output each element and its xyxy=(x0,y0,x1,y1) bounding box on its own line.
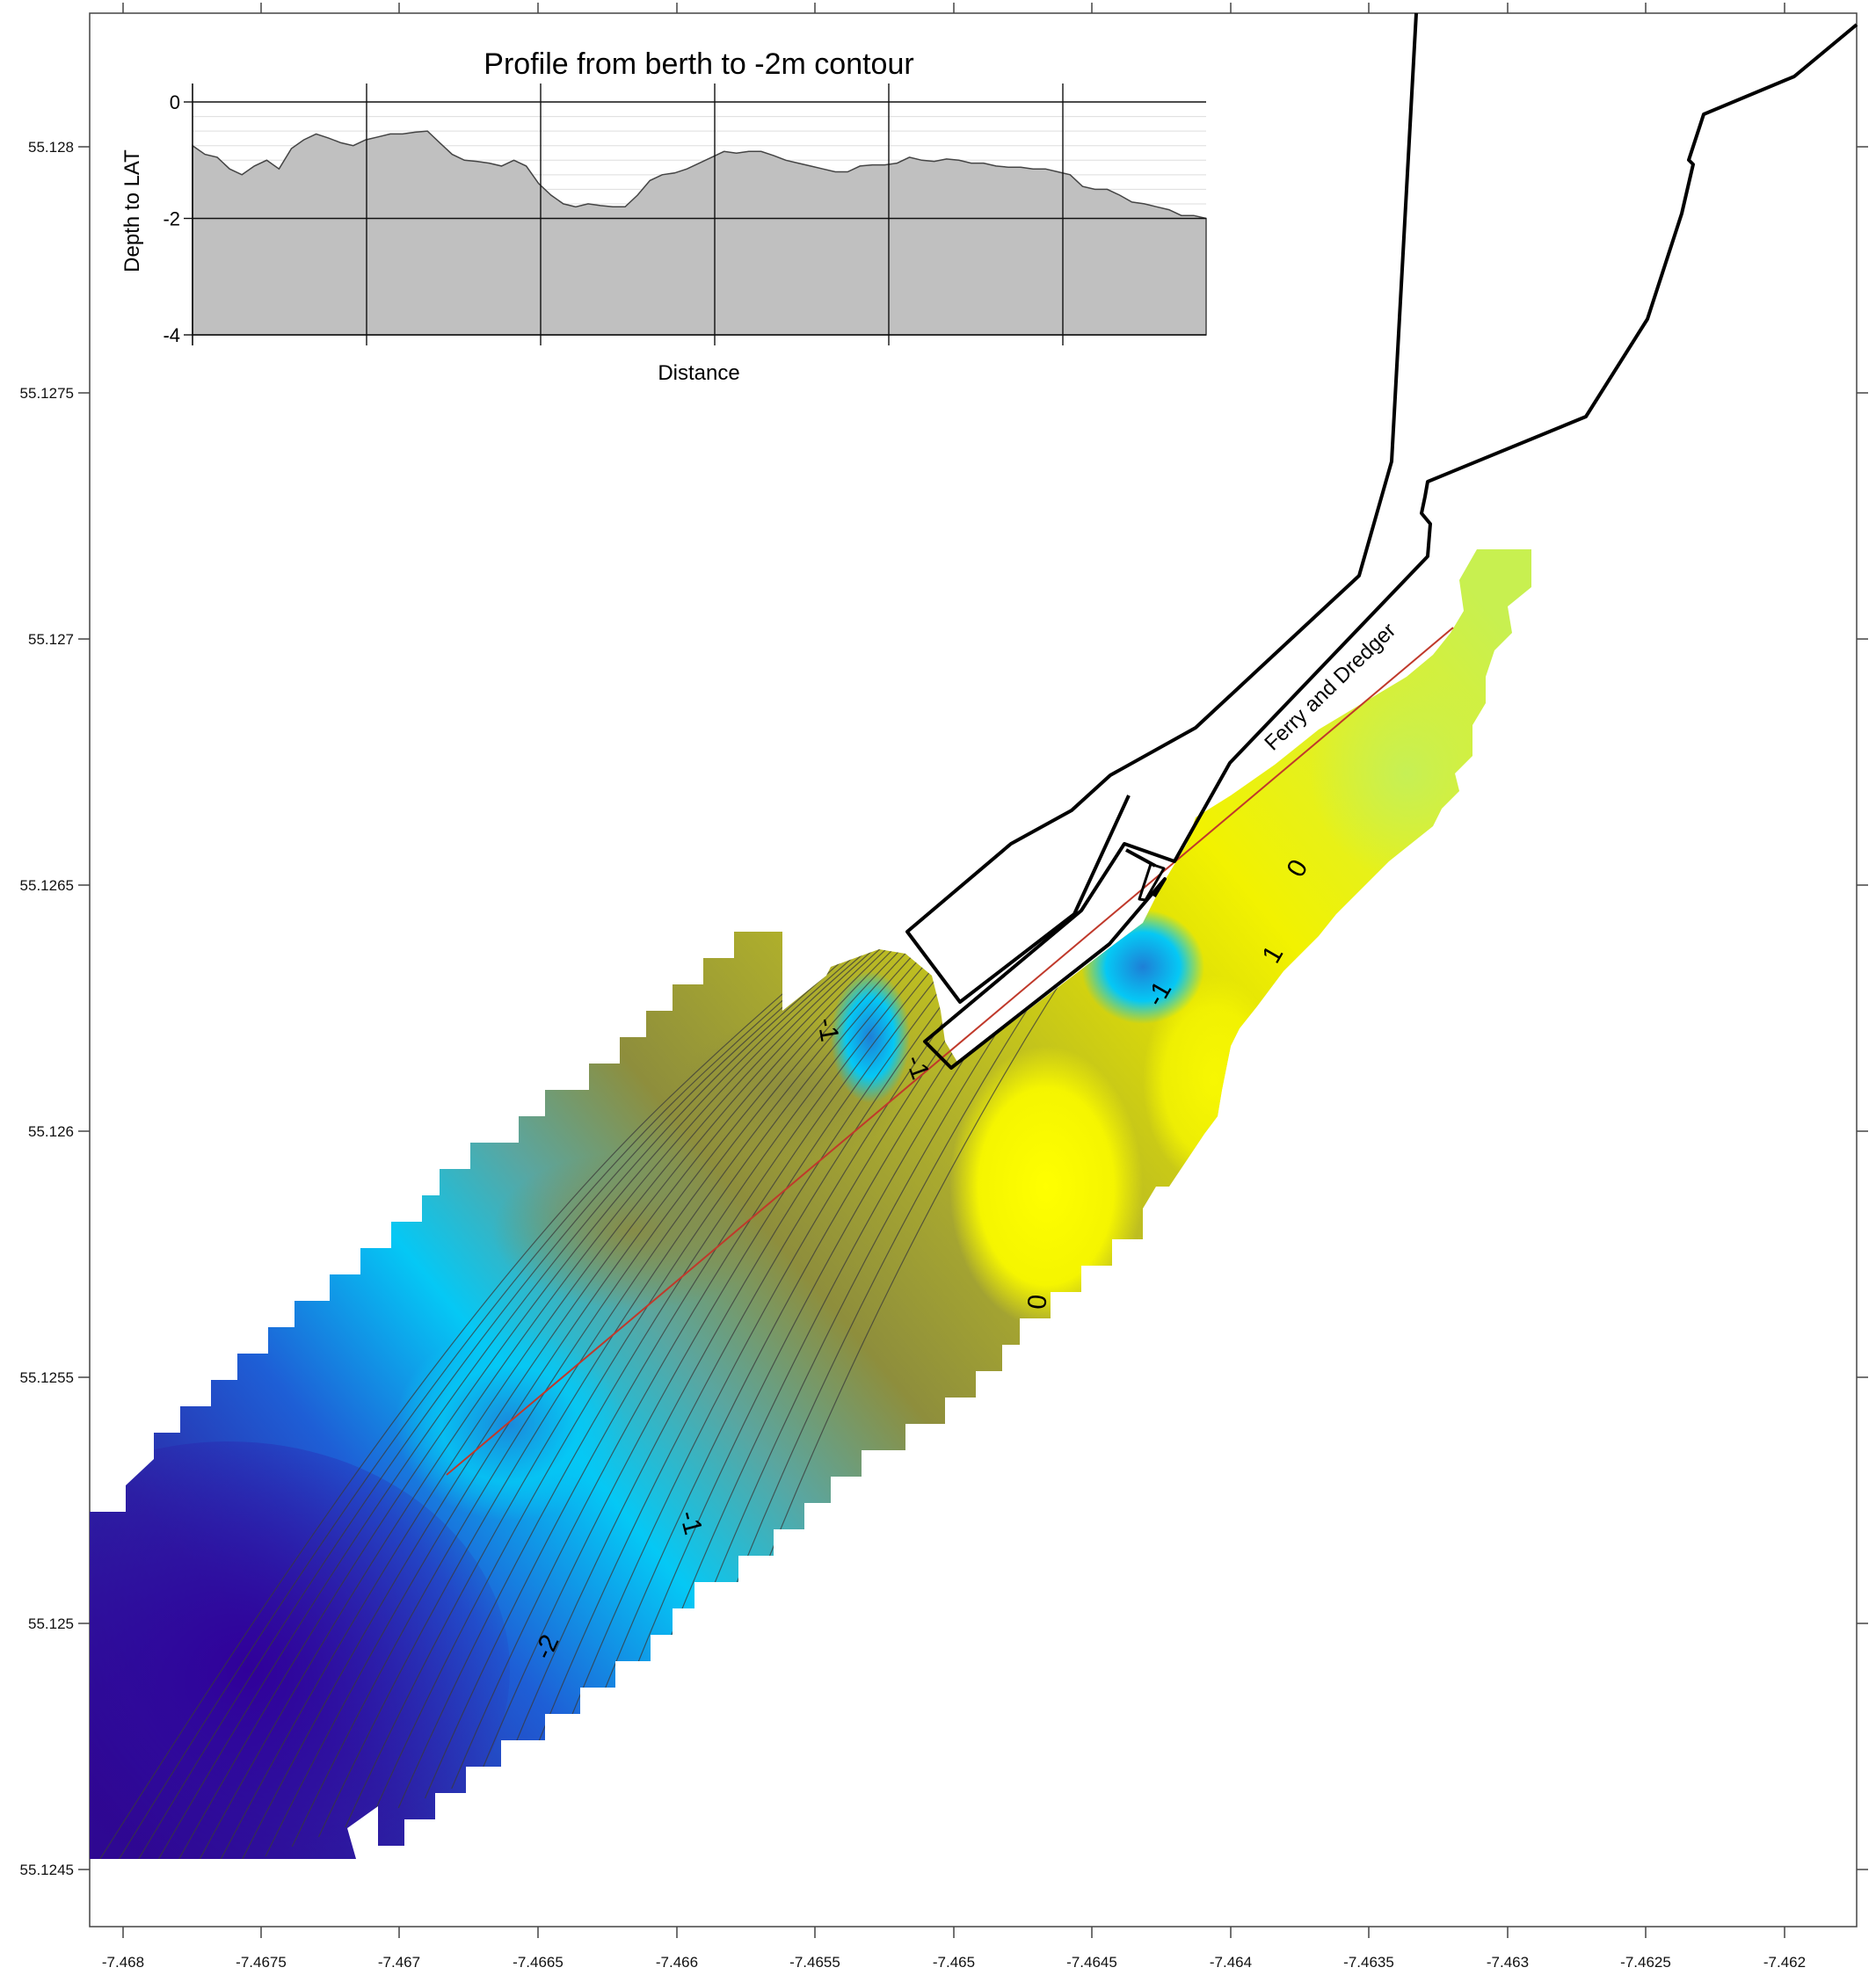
x-tick-label: -7.463 xyxy=(1487,1954,1529,1971)
x-tick-label: -7.462 xyxy=(1763,1954,1806,1971)
harbour-outline xyxy=(905,12,1858,1070)
profile-transect-line xyxy=(446,627,1454,1476)
profile-y-tick-label: -2 xyxy=(163,208,180,230)
y-tick-label: 55.128 xyxy=(28,139,74,156)
y-tick-label: 55.1275 xyxy=(20,385,74,402)
x-tick-label: -7.466 xyxy=(656,1954,698,1971)
contour-line xyxy=(716,549,1531,1693)
lime-shoal xyxy=(1310,668,1503,879)
y-tick-label: 55.127 xyxy=(28,631,74,648)
profile-y-tick-label: 0 xyxy=(170,91,180,113)
profile-frame xyxy=(192,83,1206,345)
profile-y-tick-label: -4 xyxy=(163,324,180,346)
y-tick-label: 55.1255 xyxy=(20,1369,74,1386)
x-tick-label: -7.468 xyxy=(102,1954,144,1971)
deep-basin xyxy=(90,1441,510,1859)
x-tick-label: -7.4675 xyxy=(236,1954,287,1971)
y-tick-label: 55.1265 xyxy=(20,877,74,894)
x-tick-label: -7.4635 xyxy=(1343,1954,1394,1971)
x-tick-label: -7.467 xyxy=(378,1954,420,1971)
contour-label-0-lower: 0 xyxy=(1022,1293,1051,1310)
cyan-hole-left xyxy=(831,971,910,1103)
x-tick-label: -7.464 xyxy=(1210,1954,1252,1971)
frame-ticks xyxy=(78,3,1868,1938)
cyan-band xyxy=(396,1327,624,1521)
x-tick-label: -7.465 xyxy=(933,1954,975,1971)
bathymetry-surface xyxy=(90,549,1531,1859)
y-axis-tick-labels: 55.12855.127555.12755.126555.12655.12555… xyxy=(20,139,74,1878)
x-tick-label: -7.4665 xyxy=(513,1954,564,1971)
profile-area xyxy=(192,130,1207,336)
contour-line xyxy=(690,549,1531,1702)
contour-label-m1-left: -1 xyxy=(811,1015,844,1043)
yellow-shoal xyxy=(949,1046,1143,1327)
cyan-hole-berth xyxy=(1081,910,1204,1024)
breakwater-outer xyxy=(905,12,1418,1004)
profile-inset: Profile from berth to -2m contour 0-2-4 … xyxy=(120,47,1207,385)
olive-ridge-1 xyxy=(492,1151,774,1310)
y-tick-label: 55.1245 xyxy=(20,1862,74,1878)
x-tick-label: -7.4645 xyxy=(1066,1954,1117,1971)
pier-outline xyxy=(923,23,1858,1070)
profile-title: Profile from berth to -2m contour xyxy=(484,47,913,81)
pontoon xyxy=(1138,862,1166,902)
y-tick-label: 55.125 xyxy=(28,1615,74,1632)
map-frame xyxy=(89,12,1858,1928)
x-axis-tick-labels: -7.468 -7.4675 -7.467 -7.4665 -7.466 -7.4655 -… xyxy=(102,1954,1806,1971)
profile-y-ticks: 0 -2 -4 xyxy=(163,91,193,346)
profile-y-label: Depth to LAT xyxy=(120,149,144,272)
x-tick-label: -7.4655 xyxy=(789,1954,840,1971)
x-tick-label: -7.4625 xyxy=(1620,1954,1671,1971)
y-tick-label: 55.126 xyxy=(28,1123,74,1140)
profile-x-label: Distance xyxy=(658,361,739,385)
